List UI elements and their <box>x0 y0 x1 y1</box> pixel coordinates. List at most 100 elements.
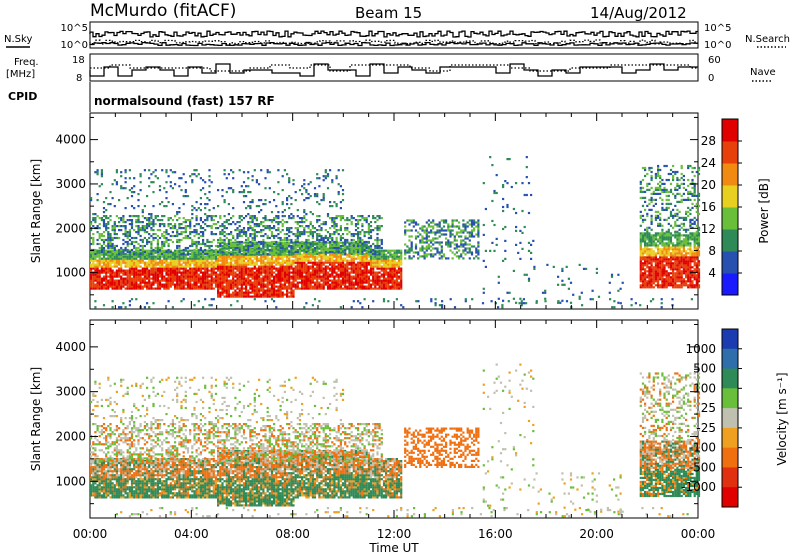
echo-cell <box>470 235 474 238</box>
echo-cell <box>447 223 450 226</box>
echo-cell <box>329 259 332 262</box>
echo-cell <box>227 285 230 288</box>
echo-cell <box>453 243 456 246</box>
echo-cell <box>258 231 261 234</box>
echo-cell <box>223 240 226 244</box>
echo-cell <box>120 261 123 264</box>
echo-cell <box>290 271 293 274</box>
echo-cell <box>204 283 207 286</box>
echo-cell <box>251 285 254 288</box>
echo-cell <box>128 277 131 280</box>
echo-cell <box>230 285 233 288</box>
echo-cell <box>290 203 293 206</box>
echo-cell <box>128 219 131 222</box>
echo-cell <box>277 261 280 264</box>
echo-cell <box>202 233 205 236</box>
echo-cell <box>262 257 265 260</box>
echo-cell <box>387 277 390 280</box>
echo-cell <box>137 233 140 236</box>
echo-cell <box>180 238 183 242</box>
echo-cell <box>118 225 121 228</box>
echo-cell <box>264 243 267 246</box>
echo-cell <box>238 240 241 244</box>
echo-cell <box>432 255 435 258</box>
echo-cell <box>281 291 284 294</box>
echo-cell <box>466 247 469 250</box>
echo-cell <box>98 251 101 254</box>
beam-title: Beam 15 <box>355 4 422 22</box>
echo-cell <box>258 183 261 186</box>
echo-cell <box>296 277 299 280</box>
echo-cell <box>400 257 403 260</box>
echo-cell <box>286 293 289 296</box>
echo-cell <box>378 246 381 250</box>
echo-cell <box>230 267 233 270</box>
echo-cell <box>195 242 198 246</box>
echo-cell <box>245 295 248 298</box>
echo-cell <box>154 275 157 278</box>
echo-cell <box>118 217 121 220</box>
echo-cell <box>221 263 224 266</box>
echo-cell <box>171 269 174 272</box>
echo-cell <box>309 273 312 276</box>
echo-cell <box>468 223 471 226</box>
echo-cell <box>146 267 149 270</box>
echo-cell <box>227 291 230 294</box>
echo-cell <box>100 171 103 174</box>
echo-cell <box>468 249 471 252</box>
echo-cell <box>245 283 248 286</box>
echo-cell <box>92 265 95 268</box>
echo-cell <box>92 213 95 216</box>
echo-cell <box>350 221 353 224</box>
echo-cell <box>191 249 194 252</box>
echo-cell <box>223 259 226 262</box>
echo-cell <box>515 229 518 232</box>
echo-cell <box>378 285 381 288</box>
echo-cell <box>154 236 157 240</box>
echo-cell <box>277 246 280 250</box>
echo-cell <box>174 261 177 264</box>
echo-cell <box>376 265 379 268</box>
echo-cell <box>258 199 261 202</box>
echo-cell <box>105 275 108 278</box>
echo-cell <box>404 225 407 228</box>
echo-cell <box>389 285 392 288</box>
echo-cell <box>176 285 179 288</box>
echo-cell <box>301 185 304 188</box>
echo-cell <box>286 271 289 274</box>
echo-cell <box>141 211 144 214</box>
echo-cell <box>167 287 170 290</box>
echo-cell <box>245 231 248 234</box>
echo-cell <box>90 229 93 232</box>
echo-cell <box>292 252 295 256</box>
echo-cell <box>455 219 458 222</box>
echo-cell <box>141 215 144 218</box>
echo-cell <box>281 295 284 298</box>
echo-cell <box>380 246 383 250</box>
echo-cell <box>137 246 140 250</box>
echo-cell <box>333 219 336 222</box>
echo-cell <box>346 233 349 236</box>
echo-cell <box>283 271 286 274</box>
echo-cell <box>335 175 338 178</box>
echo-cell <box>217 205 220 208</box>
echo-cell <box>186 263 190 266</box>
echo-cell <box>367 269 370 272</box>
echo-cell <box>404 253 407 256</box>
echo-cell <box>122 255 125 258</box>
echo-cell <box>303 229 306 232</box>
echo-cell <box>150 277 153 280</box>
echo-cell <box>395 277 398 280</box>
echo-cell <box>199 279 202 282</box>
echo-cell <box>240 279 243 282</box>
echo-cell <box>372 257 375 260</box>
echo-cell <box>313 246 317 250</box>
echo-cell <box>223 287 226 290</box>
echo-cell <box>210 259 213 262</box>
echo-cell <box>382 261 386 264</box>
echo-cell <box>273 275 276 278</box>
echo-cell <box>341 275 345 278</box>
echo-cell <box>307 261 310 264</box>
echo-cell <box>262 295 265 298</box>
echo-cell <box>260 271 263 274</box>
